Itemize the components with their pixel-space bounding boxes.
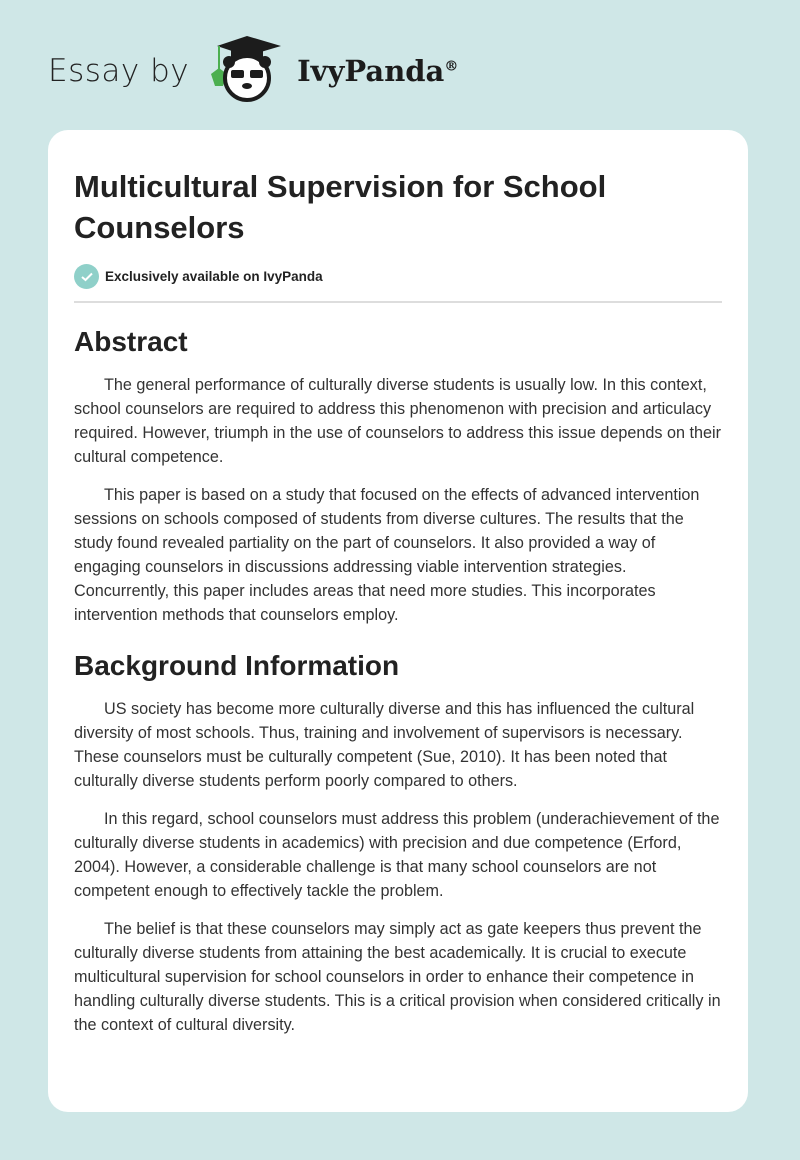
- section-heading: Abstract: [74, 326, 188, 357]
- registered-mark: ®: [444, 58, 459, 75]
- essay-title: Multicultural Supervision for School Cou…: [74, 169, 607, 245]
- essay-by-label: Essay by: [48, 53, 190, 89]
- panda-graduate-icon[interactable]: [205, 34, 289, 109]
- section-heading: Background Information: [74, 650, 400, 681]
- paragraph: The general performance of culturally di…: [74, 376, 721, 466]
- exclusive-badge: Exclusively available on IvyPanda: [74, 264, 722, 289]
- divider: [74, 301, 722, 303]
- brand-name: IvyPanda: [297, 54, 445, 88]
- paragraph: This paper is based on a study that focu…: [74, 486, 700, 624]
- brand-logo-text[interactable]: IvyPanda®: [297, 54, 458, 88]
- paragraph: In this regard, school counselors must a…: [74, 810, 720, 900]
- paragraph: The belief is that these counselors may …: [74, 920, 721, 1034]
- check-icon: [74, 264, 99, 289]
- badge-text: Exclusively available on IvyPanda: [105, 269, 323, 284]
- essay-card: Multicultural Supervision for School Cou…: [48, 130, 748, 1112]
- paragraph: US society has become more culturally di…: [74, 700, 695, 790]
- site-header: Essay by IvyPanda®: [48, 34, 458, 109]
